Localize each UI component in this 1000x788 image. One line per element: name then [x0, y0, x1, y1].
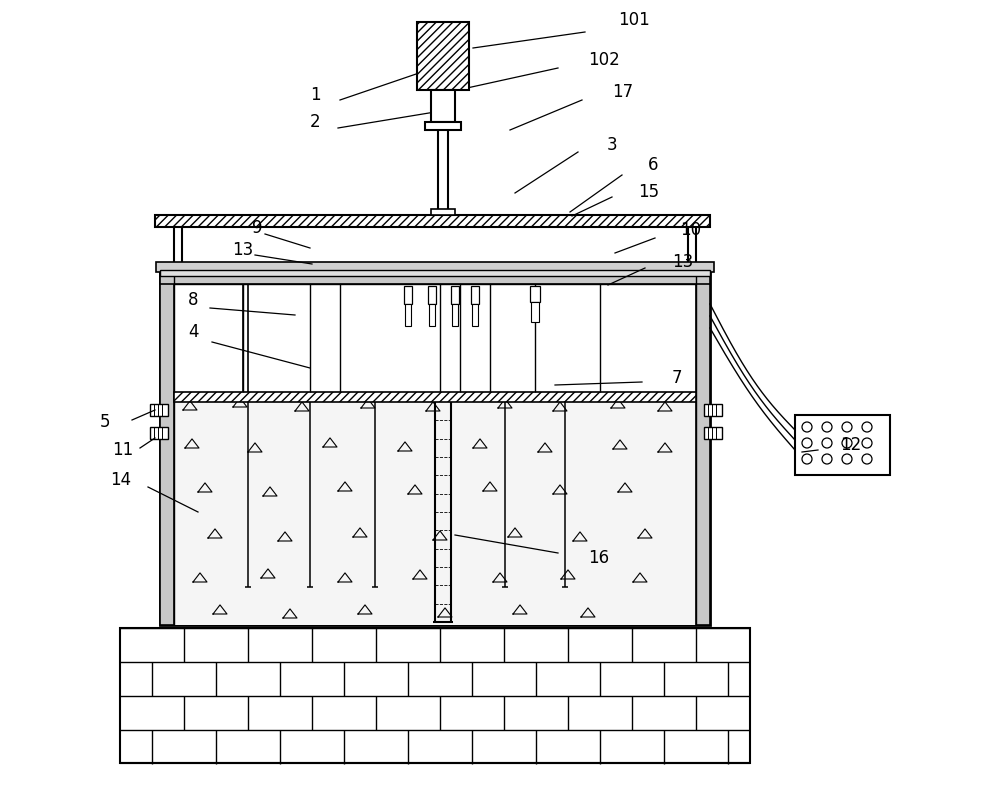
Bar: [429, 304, 435, 326]
Bar: [425, 122, 461, 130]
Bar: [160, 270, 174, 625]
Bar: [428, 286, 436, 304]
Text: 2: 2: [310, 113, 321, 131]
Bar: [531, 302, 539, 322]
Bar: [452, 304, 458, 326]
Bar: [160, 270, 710, 284]
Circle shape: [822, 454, 832, 464]
Text: 9: 9: [252, 219, 262, 237]
Circle shape: [862, 422, 872, 432]
Text: 15: 15: [638, 183, 659, 201]
Text: 17: 17: [612, 83, 633, 101]
Bar: [704, 404, 722, 416]
Circle shape: [802, 454, 812, 464]
Text: 8: 8: [188, 291, 198, 309]
Bar: [696, 270, 710, 625]
Bar: [160, 270, 710, 276]
Circle shape: [802, 438, 812, 448]
Bar: [704, 427, 722, 439]
Text: 4: 4: [188, 323, 198, 341]
Bar: [471, 286, 479, 304]
Text: 13: 13: [232, 241, 253, 259]
Bar: [405, 304, 411, 326]
Text: 5: 5: [100, 413, 110, 431]
Bar: [174, 284, 696, 392]
Text: 101: 101: [618, 11, 650, 29]
Text: 13: 13: [672, 253, 693, 271]
Text: 11: 11: [112, 441, 133, 459]
Bar: [431, 209, 455, 215]
Circle shape: [822, 422, 832, 432]
Bar: [150, 404, 168, 416]
Text: 1: 1: [310, 86, 321, 104]
Text: 102: 102: [588, 51, 620, 69]
Bar: [417, 22, 469, 90]
Text: 3: 3: [607, 136, 618, 154]
Bar: [795, 415, 890, 475]
Text: 12: 12: [840, 436, 861, 454]
Bar: [404, 286, 412, 304]
Text: 14: 14: [110, 471, 131, 489]
Bar: [120, 628, 750, 763]
Text: 7: 7: [672, 369, 682, 387]
Bar: [150, 427, 168, 439]
Bar: [530, 286, 540, 302]
Bar: [155, 215, 710, 227]
Circle shape: [862, 454, 872, 464]
Text: 10: 10: [680, 221, 701, 239]
Bar: [472, 304, 478, 326]
Circle shape: [822, 438, 832, 448]
Circle shape: [802, 422, 812, 432]
Text: 16: 16: [588, 549, 609, 567]
Circle shape: [862, 438, 872, 448]
Bar: [431, 90, 455, 122]
Text: 6: 6: [648, 156, 658, 174]
Circle shape: [842, 422, 852, 432]
Bar: [160, 270, 710, 625]
Bar: [174, 402, 696, 625]
Bar: [174, 392, 696, 402]
Circle shape: [842, 454, 852, 464]
Bar: [451, 286, 459, 304]
Circle shape: [842, 438, 852, 448]
Bar: [156, 262, 714, 272]
